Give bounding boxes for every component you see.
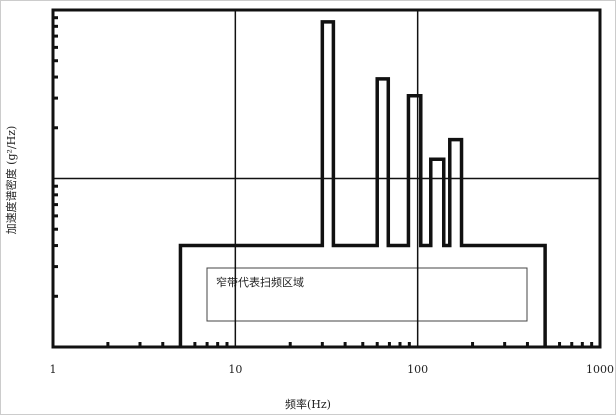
minor-tick <box>54 34 58 38</box>
minor-tick <box>138 342 142 346</box>
x-tick-label: 1000 <box>586 363 614 376</box>
minor-tick <box>580 342 584 346</box>
minor-tick <box>216 342 220 346</box>
annotation: 窄带代表扫频区域 <box>216 275 304 289</box>
minor-tick <box>54 59 58 63</box>
minor-tick <box>54 184 58 188</box>
minor-tick <box>205 342 209 346</box>
minor-tick <box>503 342 507 346</box>
minor-tick <box>54 203 58 207</box>
minor-tick <box>343 342 347 346</box>
x-axis-label: 频率(Hz) <box>285 397 331 411</box>
minor-tick <box>590 342 594 346</box>
minor-tick <box>54 227 58 231</box>
minor-tick <box>320 342 324 346</box>
minor-tick <box>471 342 475 346</box>
minor-tick <box>106 342 110 346</box>
x-tick-label: 10 <box>228 363 242 376</box>
minor-tick <box>375 342 379 346</box>
minor-tick <box>54 244 58 248</box>
minor-tick <box>54 126 58 130</box>
minor-tick <box>54 193 58 197</box>
minor-tick <box>193 342 197 346</box>
minor-tick <box>570 342 574 346</box>
minor-tick <box>54 214 58 218</box>
minor-tick <box>54 265 58 269</box>
minor-tick <box>54 16 58 20</box>
line <box>178 20 547 347</box>
minor-tick <box>558 342 562 346</box>
x-tick-label: 100 <box>407 363 428 376</box>
minor-tick <box>54 45 58 49</box>
annotation-box <box>206 267 528 322</box>
minor-tick <box>387 342 391 346</box>
minor-tick <box>288 342 292 346</box>
minor-tick <box>54 96 58 100</box>
minor-tick <box>54 294 58 298</box>
minor-tick <box>361 342 365 346</box>
minor-tick <box>398 342 402 346</box>
y-axis-label: 加速度谱密度 (g²/Hz) <box>4 126 18 235</box>
minor-tick <box>407 342 411 346</box>
minor-tick <box>525 342 529 346</box>
minor-tick <box>54 24 58 28</box>
minor-tick <box>54 75 58 79</box>
minor-tick <box>161 342 165 346</box>
minor-tick <box>225 342 229 346</box>
x-tick-label: 1 <box>50 363 57 376</box>
